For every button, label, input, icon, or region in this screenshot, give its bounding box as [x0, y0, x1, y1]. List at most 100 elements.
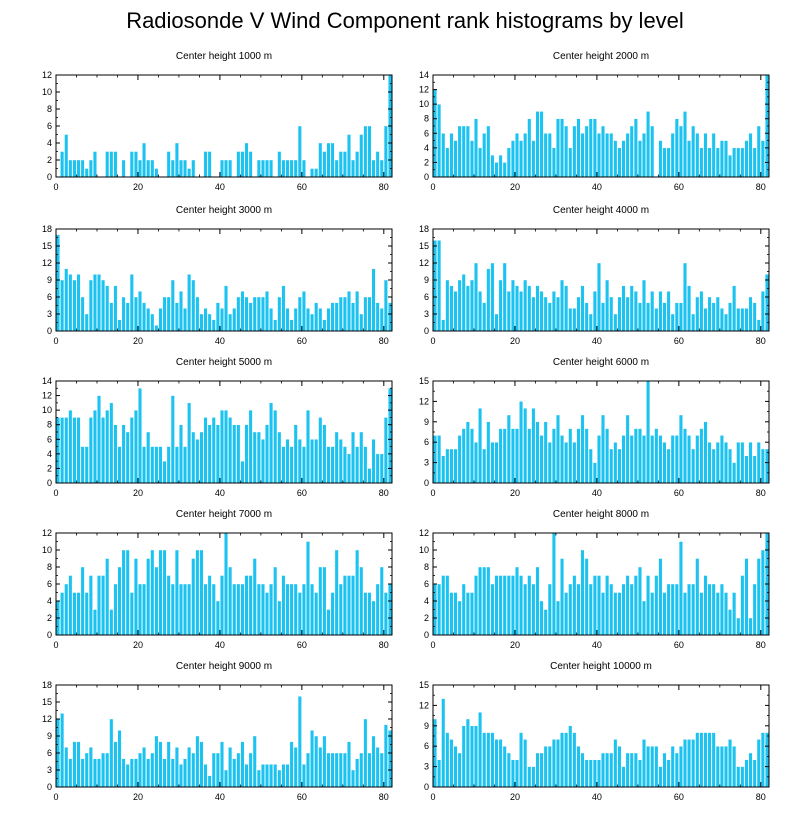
bar: [142, 142, 147, 178]
bar: [523, 583, 528, 636]
bar: [297, 592, 302, 636]
bar: [154, 446, 159, 484]
bar: [92, 758, 97, 788]
bar: [724, 442, 728, 484]
y-tick-label: 6: [424, 437, 429, 447]
bar: [211, 583, 216, 636]
bar: [228, 417, 233, 484]
bar: [297, 296, 302, 332]
bar: [654, 308, 659, 332]
bar: [117, 446, 122, 484]
bar: [138, 291, 142, 332]
y-tick-label: 10: [419, 99, 429, 109]
x-tick-label: 0: [430, 488, 435, 498]
x-tick-label: 80: [379, 182, 389, 192]
bar: [515, 759, 519, 788]
bar: [687, 739, 692, 788]
bar: [601, 125, 605, 178]
bar: [715, 296, 720, 332]
bar: [72, 279, 77, 332]
bar: [97, 575, 101, 636]
bar: [72, 159, 77, 178]
x-tick-label: 40: [592, 336, 602, 346]
y-tick-label: 6: [424, 292, 429, 302]
bar: [437, 435, 442, 484]
bar: [584, 302, 589, 332]
bar: [301, 446, 306, 484]
bar: [683, 111, 687, 178]
panel-title: Center height 2000 m: [553, 51, 649, 62]
bar: [719, 435, 724, 484]
bar: [748, 617, 753, 636]
y-tick-label: 10: [419, 545, 429, 555]
bar: [752, 583, 757, 636]
bar: [174, 747, 179, 788]
x-tick-label: 0: [430, 792, 435, 802]
bar: [588, 118, 593, 178]
bar: [748, 442, 753, 484]
bar: [355, 549, 360, 636]
bar: [375, 583, 380, 636]
bar: [490, 154, 495, 178]
bar: [519, 140, 524, 178]
bar: [744, 455, 749, 484]
bar: [281, 285, 286, 332]
bar: [252, 558, 257, 636]
x-tick-label: 40: [592, 792, 602, 802]
bar: [347, 291, 351, 332]
bar: [433, 240, 437, 332]
bar: [449, 133, 454, 178]
x-tick-label: 0: [53, 182, 58, 192]
bar: [592, 759, 597, 788]
bar: [363, 592, 368, 636]
bar: [490, 442, 495, 484]
bar: [314, 168, 319, 178]
bar: [388, 302, 392, 332]
bar: [551, 147, 556, 178]
bar: [695, 133, 700, 178]
bar: [560, 279, 565, 332]
bar: [629, 583, 634, 636]
bar: [465, 125, 470, 178]
bar: [683, 592, 687, 636]
bar: [732, 462, 737, 484]
bar: [342, 575, 347, 636]
bar: [580, 133, 585, 178]
bar: [531, 766, 536, 788]
bar: [519, 401, 524, 484]
bar: [318, 417, 323, 484]
bar: [170, 758, 175, 788]
bar: [437, 759, 442, 788]
bar: [474, 725, 478, 788]
bar: [621, 285, 626, 332]
bar: [347, 134, 351, 178]
bar: [711, 448, 716, 484]
bar: [244, 142, 249, 178]
x-tick-label: 80: [379, 640, 389, 650]
x-tick-label: 40: [592, 640, 602, 650]
bar: [306, 409, 310, 484]
bar: [330, 592, 335, 636]
y-tick-label: 12: [419, 528, 429, 538]
bar: [592, 118, 597, 178]
bar: [736, 442, 741, 484]
bar: [330, 302, 335, 332]
bar: [150, 752, 155, 788]
bar: [613, 313, 618, 332]
y-tick-label: 0: [47, 630, 52, 640]
bar: [461, 274, 466, 332]
bar: [666, 759, 671, 788]
bar: [322, 566, 327, 636]
bar: [80, 758, 85, 788]
bar: [60, 279, 65, 332]
bar: [637, 428, 642, 484]
bar: [228, 566, 233, 636]
x-tick-label: 60: [297, 182, 307, 192]
bar: [105, 409, 110, 484]
bar: [752, 302, 757, 332]
bar: [515, 133, 519, 178]
bar: [707, 147, 712, 178]
bar: [547, 746, 552, 788]
bar: [285, 764, 290, 788]
panel-title: Center height 10000 m: [550, 661, 652, 672]
